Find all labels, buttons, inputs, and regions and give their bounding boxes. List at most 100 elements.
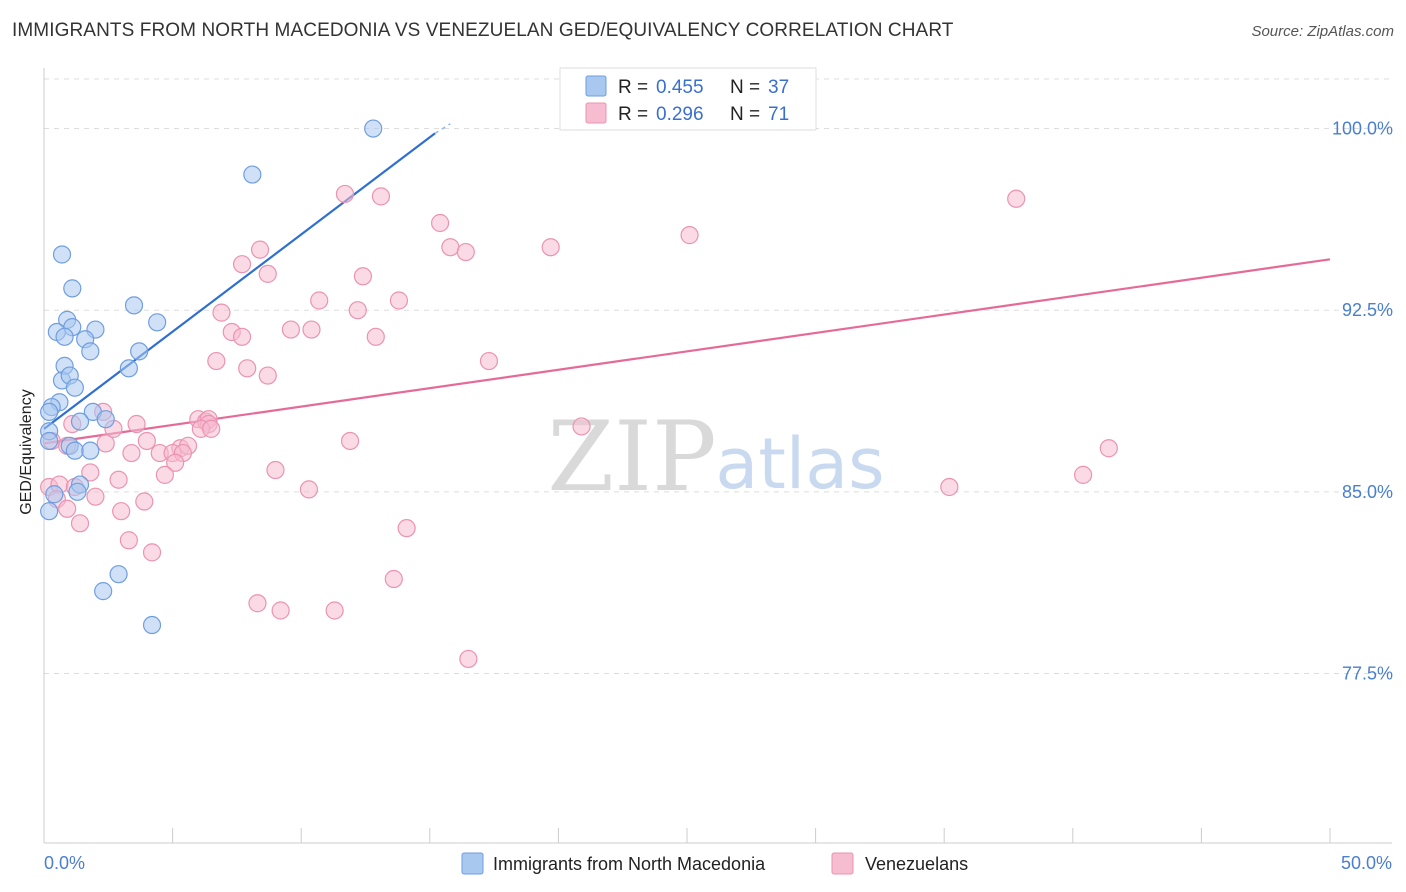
venezuelans-point [250, 240, 270, 259]
north-macedonia-point [364, 119, 383, 138]
legend-n-label-blue: N = [730, 77, 760, 98]
venezuelans-point [325, 601, 344, 620]
north-macedonia-point [68, 482, 87, 501]
north-macedonia-point [45, 485, 64, 504]
venezuelans-point [456, 242, 475, 262]
venezuelans-point [572, 417, 591, 436]
legend-swatch-blue [585, 75, 607, 97]
venezuelans-point [310, 291, 329, 310]
venezuelans-point [302, 320, 321, 339]
venezuelans-point [135, 492, 154, 511]
legend-r-value-pink: 0.296 [656, 104, 704, 125]
north-macedonia-point [81, 441, 100, 460]
north-macedonia-point [40, 431, 59, 451]
north-macedonia-point [94, 582, 113, 601]
venezuelans-point [127, 414, 146, 434]
north-macedonia-point [148, 313, 167, 332]
bottom-legend: Immigrants from North Macedonia Venezuel… [461, 852, 968, 875]
venezuelans-point [258, 366, 277, 385]
y-tick-labels: 77.5% 85.0% 92.5% 100.0% [1332, 119, 1393, 684]
trend-line-north-macedonia [43, 132, 436, 430]
north-macedonia-point [55, 327, 74, 346]
north-macedonia-point [63, 279, 82, 298]
venezuelans-point [1099, 439, 1118, 458]
north-macedonia-points [40, 119, 383, 635]
north-macedonia-point [40, 502, 59, 521]
venezuelans-point [459, 649, 478, 669]
venezuelans-point [119, 531, 138, 550]
north-macedonia-point [142, 615, 162, 635]
bottom-legend-label-pink: Venezuelans [865, 854, 968, 874]
north-macedonia-point [65, 378, 84, 397]
north-macedonia-point [40, 402, 59, 422]
venezuelans-point [389, 291, 409, 310]
venezuelans-point [271, 601, 290, 620]
legend: R = 0.455 N = 37 R = 0.296 N = 71 [559, 67, 817, 131]
venezuelans-point [353, 267, 373, 286]
venezuelans-point [940, 477, 959, 497]
chart-title: IMMIGRANTS FROM NORTH MACEDONIA VS VENEZ… [12, 20, 954, 41]
venezuelans-point [112, 502, 131, 521]
venezuelans-point [430, 213, 450, 233]
venezuelans-point [541, 238, 560, 257]
x-tick-label-min: 0.0% [44, 853, 85, 873]
venezuelans-point [1073, 465, 1093, 484]
venezuelans-point [207, 351, 226, 371]
legend-n-label-pink: N = [730, 104, 760, 125]
source-note: Source: ZipAtlas.com [1251, 23, 1394, 40]
venezuelans-point [232, 327, 252, 346]
trend-line-venezuelans [43, 258, 1331, 445]
venezuelans-point [86, 487, 105, 506]
venezuelans-point [441, 238, 460, 257]
venezuelans-point [232, 255, 252, 274]
y-tick-label: 100.0% [1332, 119, 1393, 139]
legend-r-value-blue: 0.455 [656, 77, 704, 98]
venezuelans-point [680, 226, 699, 245]
north-macedonia-point [243, 165, 262, 184]
watermark: ZIP atlas [547, 401, 884, 513]
trend-lines [43, 123, 1331, 445]
venezuelans-point [166, 453, 185, 472]
north-macedonia-point [70, 412, 90, 431]
north-macedonia-point [119, 359, 138, 378]
venezuelans-point [109, 470, 128, 489]
venezuelans-point [248, 594, 267, 613]
venezuelans-point [81, 463, 100, 482]
venezuelans-point [122, 443, 141, 463]
north-macedonia-point [65, 441, 84, 460]
venezuelans-point [299, 480, 319, 499]
legend-n-value-pink: 71 [768, 104, 789, 125]
watermark-zip: ZIP [547, 401, 716, 513]
venezuelans-point [384, 569, 403, 589]
north-macedonia-point [124, 296, 144, 315]
venezuelans-point [371, 187, 391, 206]
y-axis-title: GED/Equivalency [18, 389, 35, 514]
watermark-atlas: atlas [715, 423, 884, 505]
venezuelans-point [96, 434, 115, 453]
venezuelans-point [70, 514, 90, 533]
venezuelans-point [238, 359, 257, 378]
y-tick-label: 92.5% [1342, 300, 1393, 320]
bottom-legend-swatch-pink [831, 852, 854, 875]
venezuelans-point [212, 303, 231, 322]
legend-r-label-pink: R = [618, 104, 648, 125]
north-macedonia-point [130, 342, 149, 361]
legend-r-label-blue: R = [618, 77, 648, 98]
axes [43, 68, 1392, 844]
venezuelans-point [348, 301, 367, 320]
venezuelans-point [58, 499, 77, 518]
legend-n-value-blue: 37 [768, 77, 789, 98]
venezuelans-point [266, 460, 285, 480]
venezuelans-point [366, 327, 385, 346]
bottom-legend-swatch-blue [461, 852, 484, 875]
venezuelans-point [137, 431, 156, 451]
north-macedonia-point [96, 410, 115, 429]
venezuelans-point [155, 465, 174, 484]
trend-line-extension [434, 123, 451, 135]
venezuelans-point [340, 431, 360, 451]
north-macedonia-point [81, 342, 100, 361]
bottom-legend-label-blue: Immigrants from North Macedonia [493, 854, 766, 874]
venezuelans-point [397, 519, 416, 538]
y-tick-label: 85.0% [1342, 482, 1393, 502]
